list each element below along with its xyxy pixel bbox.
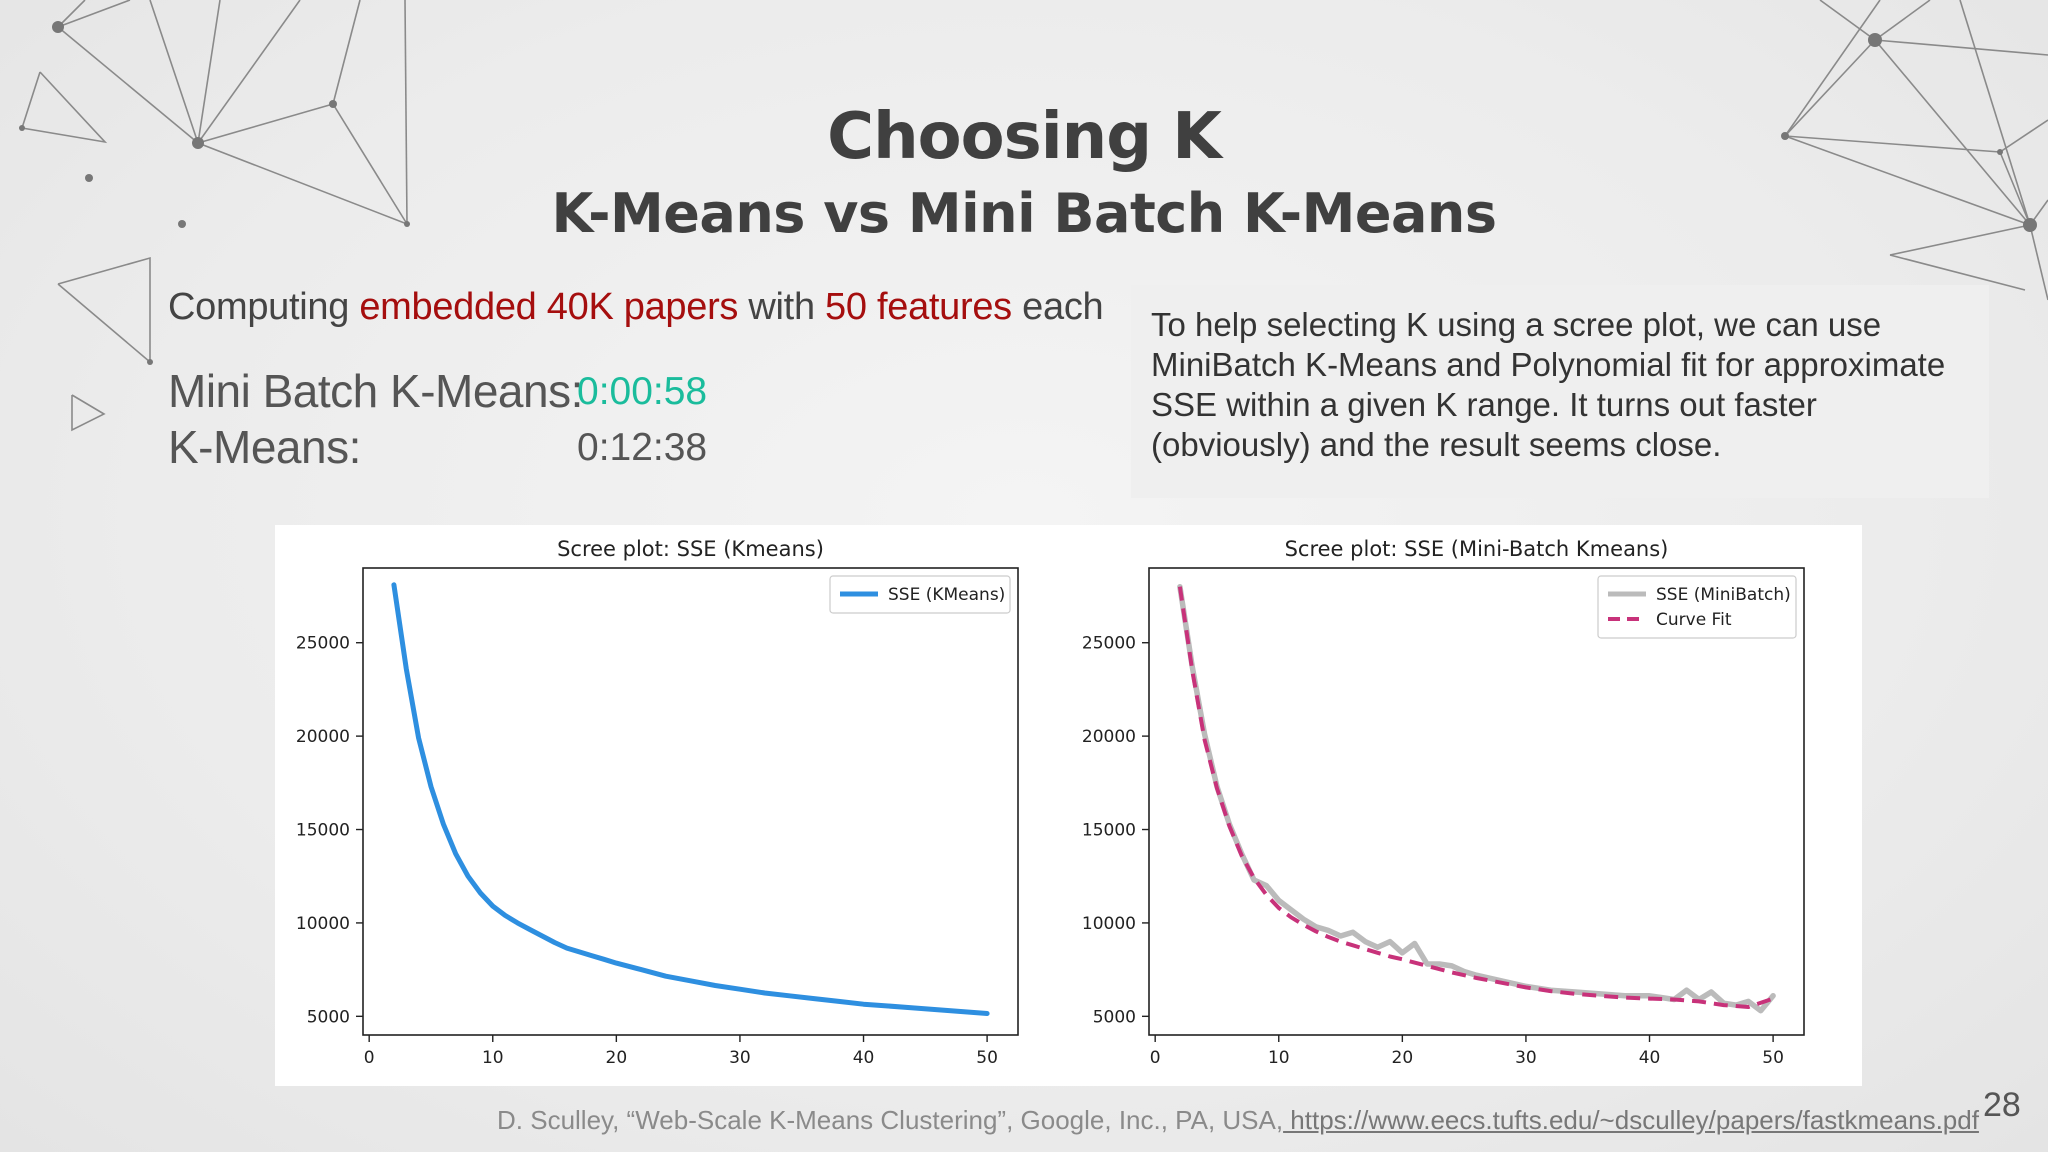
x-tick-label: 20 <box>606 1048 628 1068</box>
x-tick-label: 10 <box>482 1048 504 1068</box>
chart-title: Scree plot: SSE (Mini-Batch Kmeans) <box>1285 537 1669 561</box>
slide-title: Choosing K <box>827 100 1222 174</box>
x-tick-label: 50 <box>976 1048 998 1068</box>
legend: SSE (MiniBatch) Curve Fit <box>1597 575 1797 639</box>
x-tick-label: 0 <box>364 1048 375 1068</box>
legend-box <box>1597 575 1797 639</box>
intro-text: Computing embedded 40K papers with 50 fe… <box>168 286 1104 329</box>
intro-part: each <box>1011 286 1104 328</box>
reference-text: D. Sculley, “Web-Scale K-Means Clusterin… <box>497 1105 1284 1135</box>
x-tick-label: 40 <box>853 1048 875 1068</box>
intro-part: with <box>738 286 826 328</box>
reference-citation: D. Sculley, “Web-Scale K-Means Clusterin… <box>497 1105 1979 1136</box>
y-tick-label: 15000 <box>296 821 350 841</box>
legend: SSE (KMeans) <box>829 575 1011 614</box>
legend-label: SSE (KMeans) <box>888 585 1005 605</box>
minibatch-time-label: Mini Batch K-Means: <box>168 365 583 417</box>
x-tick-label: 30 <box>1515 1048 1537 1068</box>
x-tick-label: 50 <box>1762 1048 1784 1068</box>
intro-part: Computing <box>168 286 360 328</box>
kmeans-time-label: K-Means: <box>168 421 361 473</box>
x-tick-label: 20 <box>1392 1048 1414 1068</box>
series-line-curve-fit <box>1177 586 1774 1009</box>
kmeans-time-value: 0:12:38 <box>577 426 708 469</box>
y-tick-label: 10000 <box>296 914 350 934</box>
legend-label: Curve Fit <box>1656 610 1732 630</box>
x-tick-label: 10 <box>1268 1048 1290 1068</box>
y-tick-label: 25000 <box>296 634 350 654</box>
page-number: 28 <box>1983 1086 2021 1124</box>
chart-1: Scree plot: SSE (Kmeans) 0 10 20 30 40 50 5000 1… <box>296 537 1019 1068</box>
chart-2: Scree plot: SSE (Mini-Batch Kmeans) 0 10 20… <box>1082 537 1805 1068</box>
series-line-sse-kmeans <box>391 582 990 1016</box>
legend-label: SSE (MiniBatch) <box>1656 585 1791 605</box>
legend-box <box>829 575 1011 614</box>
reference-link[interactable]: https://www.eecs.tufts.edu/~dsculley/pap… <box>1283 1105 1979 1135</box>
minibatch-time-value: 0:00:58 <box>577 370 708 413</box>
y-tick-label: 10000 <box>1082 914 1136 934</box>
y-tick-label: 20000 <box>296 727 350 747</box>
scree-plots: Scree plot: SSE (Kmeans) 0 10 20 30 40 50 5000 1… <box>296 537 1805 1068</box>
plot-frame <box>362 567 1019 1036</box>
intro-highlight-features: 50 features <box>825 286 1012 328</box>
chart-title: Scree plot: SSE (Kmeans) <box>557 537 824 561</box>
y-tick-label: 5000 <box>1093 1007 1136 1027</box>
charts-panel: Scree plot: SSE (Kmeans) 0 10 20 30 40 50 5000 1… <box>275 525 1862 1086</box>
explanation-note: To help selecting K using a scree plot, … <box>1131 285 1989 498</box>
series-line-sse-minibatch <box>1177 583 1776 1014</box>
intro-highlight-papers: embedded 40K papers <box>359 286 739 328</box>
x-tick-label: 30 <box>729 1048 751 1068</box>
y-tick-label: 5000 <box>307 1007 350 1027</box>
y-tick-label: 25000 <box>1082 634 1136 654</box>
x-tick-label: 0 <box>1150 1048 1161 1068</box>
plot-frame <box>1148 567 1805 1036</box>
y-tick-label: 15000 <box>1082 821 1136 841</box>
x-tick-label: 40 <box>1639 1048 1661 1068</box>
y-tick-label: 20000 <box>1082 727 1136 747</box>
slide-subtitle: K-Means vs Mini Batch K-Means <box>551 182 1497 245</box>
